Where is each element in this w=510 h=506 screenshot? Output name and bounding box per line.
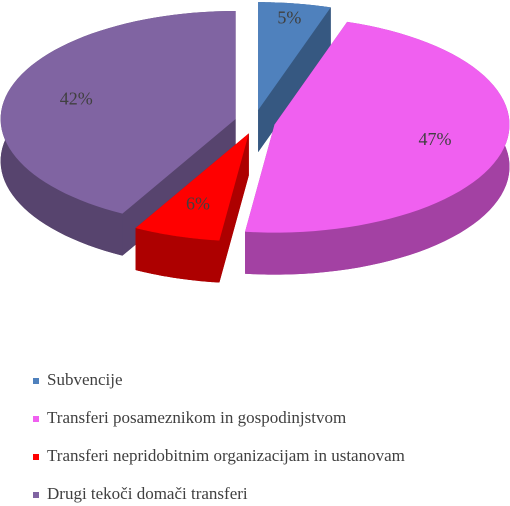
pie-slice [245, 21, 510, 275]
slice-top [135, 133, 249, 241]
pie-slice [135, 133, 249, 283]
data-label: 42% [60, 88, 93, 108]
legend-label: Subvencije [47, 370, 123, 389]
legend-marker [33, 416, 39, 422]
legend-label: Drugi tekoči domači transferi [47, 484, 248, 503]
legend-marker [33, 492, 39, 498]
pie-slice [0, 11, 236, 256]
legend-marker [33, 454, 39, 460]
slice-top [258, 2, 331, 111]
legend-marker [33, 378, 39, 384]
data-label: 47% [419, 129, 452, 149]
slice-side [135, 228, 220, 283]
data-label: 5% [277, 8, 301, 28]
slice-top [245, 21, 510, 233]
slice-top [0, 11, 236, 214]
legend-label: Transferi posameznikom in gospodinjstvom [47, 408, 346, 427]
legend-label: Transferi nepridobitnim organizacijam in… [47, 446, 405, 465]
data-label: 6% [186, 193, 210, 213]
